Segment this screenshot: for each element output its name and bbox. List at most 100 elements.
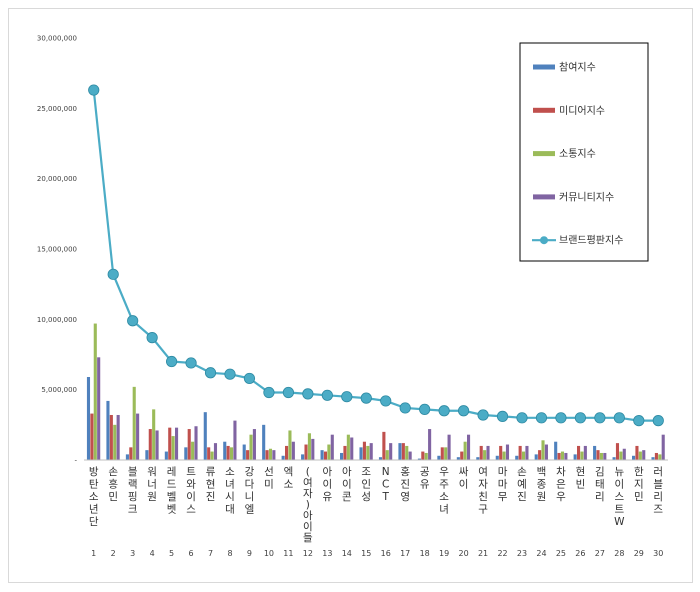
- bar-2: [460, 451, 464, 460]
- bar-3: [658, 454, 662, 460]
- reputation-point: [263, 386, 275, 399]
- bar-3: [424, 452, 428, 460]
- reputation-point: [380, 395, 392, 407]
- bar-1: [378, 457, 383, 460]
- bar-3: [483, 450, 487, 460]
- bar-2: [382, 431, 386, 460]
- legend-label: 미디어지수: [559, 105, 605, 117]
- legend-swatch: [533, 194, 555, 200]
- y-tick-label: 25,000,000: [37, 105, 77, 113]
- bar-4: [350, 437, 354, 460]
- bar-1: [145, 450, 149, 460]
- rank-label: 10: [264, 549, 274, 558]
- bar-4: [564, 452, 568, 460]
- bar-2: [207, 447, 211, 460]
- reputation-point: [243, 372, 256, 385]
- rank-label: 27: [595, 549, 605, 558]
- x-axis: 방 탄 소 년 단 1 손 흥 민 2 블 랙 핑 크 3 워 너 원 4 레 드 벨 벳 5 트 와 이 스 6 류 현 진 7 소 녀 시 대 8 강 다…: [84, 459, 668, 558]
- bar-2: [401, 443, 405, 460]
- bar-4: [272, 450, 276, 460]
- bar-4: [369, 443, 373, 460]
- bar-2: [187, 429, 191, 460]
- bar-1: [242, 444, 246, 460]
- bar-1: [262, 424, 266, 460]
- bar-4: [622, 448, 626, 460]
- bar-4: [408, 451, 412, 460]
- legend-label: 참여지수: [559, 62, 596, 74]
- bar-3: [288, 430, 292, 460]
- reputation-point: [399, 402, 411, 414]
- bar-3: [191, 441, 195, 460]
- bar-3: [113, 424, 117, 460]
- rank-label: 19: [439, 549, 449, 558]
- bar-3: [249, 434, 253, 460]
- bar-1: [554, 441, 558, 460]
- reputation-point: [535, 412, 548, 424]
- bar-2: [285, 445, 289, 460]
- reputation-point: [652, 415, 664, 427]
- bar-1: [281, 455, 285, 460]
- bar-4: [194, 426, 198, 460]
- bar-1: [184, 447, 188, 460]
- bar-1: [495, 455, 499, 460]
- bar-1: [632, 455, 636, 460]
- bar-4: [544, 444, 548, 460]
- reputation-point: [613, 412, 625, 424]
- reputation-point: [166, 355, 178, 368]
- bar-4: [603, 452, 607, 460]
- rank-label: 22: [497, 549, 507, 558]
- bar-2: [265, 450, 269, 460]
- legend-marker: [540, 236, 548, 245]
- rank-label: 21: [478, 549, 488, 558]
- rank-label: 6: [189, 549, 194, 558]
- bar-4: [155, 430, 159, 460]
- bar-3: [541, 440, 545, 460]
- bar-4: [252, 429, 256, 460]
- bar-4: [447, 434, 451, 460]
- bar-3: [210, 451, 214, 460]
- bar-4: [136, 413, 140, 460]
- bar-1: [476, 457, 480, 460]
- y-tick-label: -: [74, 457, 77, 465]
- legend-swatch: [533, 64, 555, 70]
- reputation-point: [457, 405, 470, 417]
- bar-1: [612, 457, 616, 460]
- reputation-point: [302, 388, 314, 400]
- y-tick-label: 5,000,000: [41, 386, 77, 394]
- reputation-point: [633, 415, 645, 427]
- bar-4: [175, 427, 179, 460]
- bar-1: [573, 454, 577, 460]
- rank-label: 24: [536, 549, 546, 558]
- reputation-point: [224, 368, 236, 380]
- bar-4: [291, 441, 295, 460]
- bar-2: [323, 451, 328, 460]
- bar-2: [635, 445, 639, 460]
- bar-2: [596, 450, 600, 460]
- bar-1: [398, 443, 402, 460]
- bar-2: [615, 443, 620, 460]
- bar-2: [421, 451, 425, 460]
- bar-3: [502, 451, 506, 460]
- bar-3: [638, 451, 642, 460]
- bar-4: [486, 445, 490, 460]
- bar-2: [90, 413, 94, 460]
- rank-label: 16: [381, 549, 391, 558]
- y-tick-label: 30,000,000: [37, 35, 77, 43]
- bar-3: [463, 441, 467, 460]
- bar-1: [456, 457, 460, 460]
- rank-label: 18: [420, 549, 430, 558]
